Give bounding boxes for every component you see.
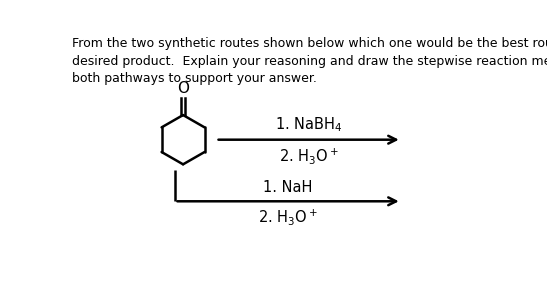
Text: O: O bbox=[177, 81, 189, 96]
Text: 1. NaBH$_4$: 1. NaBH$_4$ bbox=[275, 115, 342, 134]
Text: 1. NaH: 1. NaH bbox=[264, 180, 313, 195]
Text: 2. H$_3$O$^+$: 2. H$_3$O$^+$ bbox=[258, 207, 318, 227]
Text: From the two synthetic routes shown below which one would be the best route for : From the two synthetic routes shown belo… bbox=[72, 37, 547, 85]
Text: 2. H$_3$O$^+$: 2. H$_3$O$^+$ bbox=[278, 146, 339, 166]
